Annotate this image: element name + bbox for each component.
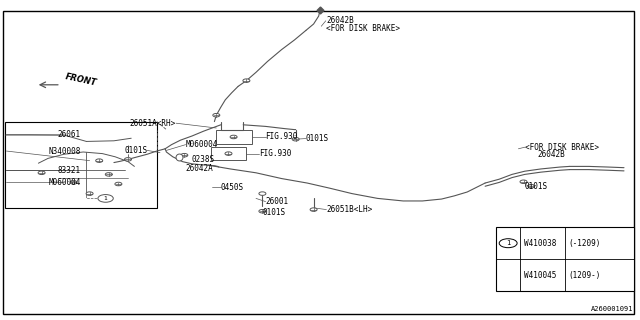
Text: 26001: 26001 xyxy=(266,197,289,206)
Circle shape xyxy=(259,210,266,213)
Circle shape xyxy=(86,192,93,195)
Circle shape xyxy=(310,208,317,211)
Text: FRONT: FRONT xyxy=(64,72,97,88)
Bar xyxy=(5,122,157,208)
Text: 26061: 26061 xyxy=(58,130,81,139)
Circle shape xyxy=(520,180,527,183)
Text: 0238S: 0238S xyxy=(192,156,215,164)
Circle shape xyxy=(38,171,45,174)
Circle shape xyxy=(499,239,517,248)
Text: 0450S: 0450S xyxy=(221,183,244,192)
Text: M060004: M060004 xyxy=(48,178,81,187)
Circle shape xyxy=(528,185,534,188)
Text: 0101S: 0101S xyxy=(124,146,147,155)
Text: FIG.930: FIG.930 xyxy=(259,149,292,158)
Circle shape xyxy=(70,181,77,184)
Text: 26051B<LH>: 26051B<LH> xyxy=(326,205,372,214)
Circle shape xyxy=(106,173,112,176)
Circle shape xyxy=(292,138,299,141)
Circle shape xyxy=(243,79,250,82)
Circle shape xyxy=(125,158,131,161)
Circle shape xyxy=(259,192,266,195)
Text: A260001091: A260001091 xyxy=(591,306,634,312)
Circle shape xyxy=(225,152,232,155)
Text: 0101S: 0101S xyxy=(306,134,329,143)
Text: 26042B: 26042B xyxy=(326,16,354,25)
Bar xyxy=(496,227,634,291)
Text: N340008: N340008 xyxy=(48,147,81,156)
Text: 1: 1 xyxy=(506,240,510,246)
Text: 0101S: 0101S xyxy=(262,208,285,217)
Bar xyxy=(211,147,246,160)
Text: (1209-): (1209-) xyxy=(568,271,601,280)
Circle shape xyxy=(213,114,220,117)
Text: <FOR DISK BRAKE>: <FOR DISK BRAKE> xyxy=(525,143,599,152)
Text: (-1209): (-1209) xyxy=(568,239,601,248)
Circle shape xyxy=(96,159,102,162)
Text: 0101S: 0101S xyxy=(525,182,548,191)
Text: <FOR DISK BRAKE>: <FOR DISK BRAKE> xyxy=(326,24,401,33)
Circle shape xyxy=(115,182,122,186)
Text: 26042B: 26042B xyxy=(538,150,565,159)
Text: 26042A: 26042A xyxy=(186,164,213,173)
Text: M060004: M060004 xyxy=(186,140,218,149)
Bar xyxy=(216,130,252,144)
Circle shape xyxy=(98,195,113,202)
Circle shape xyxy=(181,154,188,157)
Text: FIG.930: FIG.930 xyxy=(266,132,298,141)
Text: W410045: W410045 xyxy=(524,271,556,280)
Text: 83321: 83321 xyxy=(58,166,81,175)
Text: W410038: W410038 xyxy=(524,239,556,248)
Text: 1: 1 xyxy=(104,196,108,201)
Text: 26051A<RH>: 26051A<RH> xyxy=(130,119,176,128)
Circle shape xyxy=(230,135,237,139)
